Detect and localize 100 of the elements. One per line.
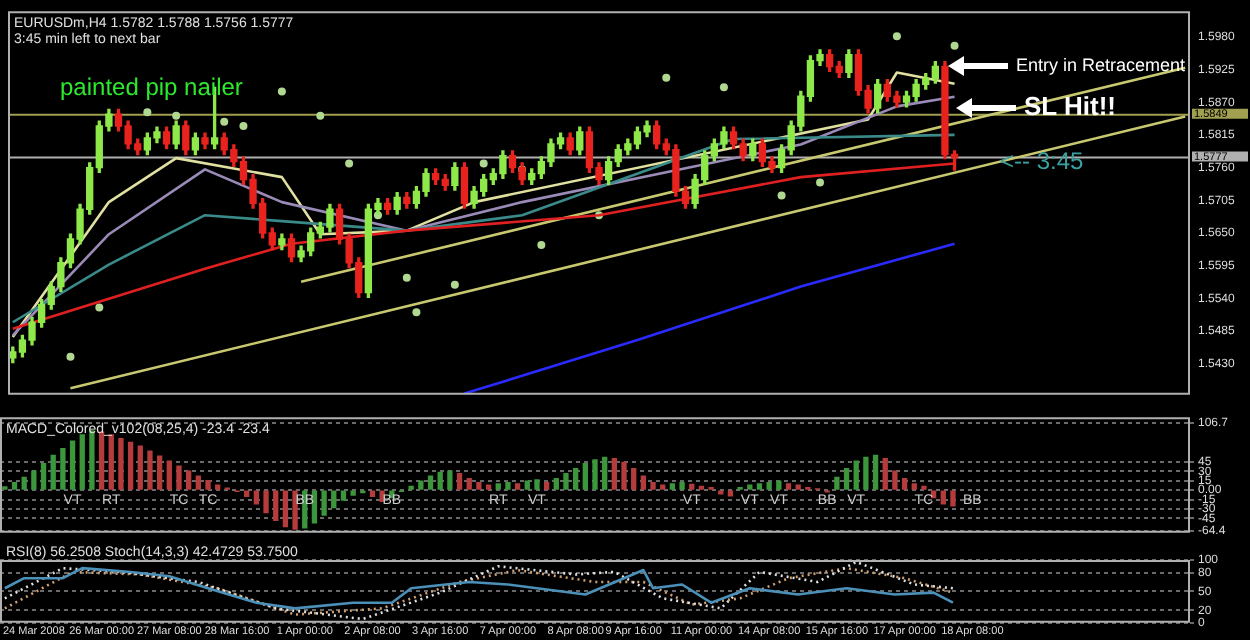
bar bbox=[911, 483, 917, 490]
bar bbox=[485, 484, 492, 490]
point bbox=[950, 41, 959, 50]
bar bbox=[776, 480, 782, 490]
bar bbox=[31, 470, 37, 490]
bar bbox=[950, 490, 956, 507]
bar bbox=[795, 484, 801, 490]
bar bbox=[418, 480, 424, 490]
bar bbox=[563, 473, 569, 490]
bar bbox=[650, 481, 656, 490]
point bbox=[412, 308, 421, 317]
bar bbox=[514, 483, 521, 490]
bar bbox=[582, 463, 588, 490]
bar bbox=[882, 458, 888, 490]
bar bbox=[834, 476, 840, 490]
bar bbox=[901, 478, 908, 490]
bar bbox=[843, 468, 850, 490]
bar bbox=[572, 468, 579, 490]
bar bbox=[892, 470, 898, 490]
point bbox=[402, 273, 411, 282]
bar bbox=[21, 476, 27, 490]
point bbox=[316, 111, 325, 120]
bar bbox=[660, 484, 666, 490]
point bbox=[479, 159, 488, 168]
bar bbox=[756, 483, 763, 490]
bar bbox=[427, 475, 434, 490]
bar bbox=[137, 445, 143, 490]
bar bbox=[679, 481, 685, 490]
bar bbox=[321, 490, 327, 516]
bar bbox=[689, 483, 695, 490]
bar bbox=[11, 481, 18, 490]
bar bbox=[466, 478, 472, 490]
bar bbox=[747, 484, 753, 490]
bar bbox=[369, 490, 376, 498]
bar bbox=[282, 490, 289, 528]
point bbox=[892, 32, 901, 41]
point bbox=[239, 121, 248, 130]
bar bbox=[108, 434, 114, 490]
bar bbox=[253, 490, 260, 505]
bar bbox=[331, 490, 337, 509]
bar bbox=[534, 479, 540, 490]
bar bbox=[273, 490, 279, 521]
bar bbox=[872, 454, 879, 490]
bar bbox=[340, 490, 347, 501]
bar bbox=[118, 437, 124, 490]
bar bbox=[60, 447, 66, 490]
point bbox=[220, 117, 229, 126]
point bbox=[777, 191, 786, 200]
point bbox=[662, 73, 671, 82]
point bbox=[450, 280, 459, 289]
bar bbox=[176, 465, 182, 490]
bar bbox=[50, 454, 56, 490]
bar bbox=[727, 490, 734, 497]
bar bbox=[79, 434, 85, 490]
point bbox=[277, 87, 286, 96]
point bbox=[143, 108, 152, 117]
bar bbox=[766, 481, 772, 490]
bar bbox=[524, 480, 530, 490]
bar bbox=[602, 456, 608, 490]
bar bbox=[447, 470, 453, 490]
bar bbox=[476, 481, 482, 490]
bar bbox=[621, 461, 627, 490]
bar bbox=[543, 481, 550, 490]
point bbox=[66, 352, 75, 361]
bar bbox=[640, 475, 647, 490]
bar bbox=[611, 458, 618, 490]
annotation: Entry in Retracement bbox=[1016, 54, 1187, 75]
bar bbox=[379, 490, 385, 503]
bar bbox=[263, 490, 269, 514]
bar bbox=[437, 471, 443, 490]
bar bbox=[127, 441, 134, 490]
bar bbox=[195, 475, 201, 490]
point bbox=[816, 178, 825, 187]
bar bbox=[350, 490, 356, 496]
bar bbox=[940, 490, 946, 505]
bar bbox=[166, 460, 172, 490]
point bbox=[719, 83, 728, 92]
bar bbox=[863, 456, 869, 490]
point bbox=[345, 159, 354, 168]
bar bbox=[147, 450, 153, 490]
bar bbox=[495, 483, 501, 490]
bar bbox=[292, 490, 298, 530]
bar bbox=[215, 484, 221, 490]
bar bbox=[785, 483, 792, 490]
bar bbox=[669, 483, 676, 490]
bar bbox=[156, 455, 163, 490]
bar bbox=[853, 460, 859, 490]
bar bbox=[40, 463, 47, 490]
bar bbox=[456, 473, 463, 490]
point bbox=[537, 240, 546, 249]
point bbox=[172, 111, 181, 120]
bar bbox=[69, 440, 76, 490]
point bbox=[95, 303, 104, 312]
bar bbox=[553, 478, 559, 490]
bar bbox=[186, 470, 192, 490]
bar bbox=[244, 490, 250, 498]
annotation: painted pip nailer bbox=[60, 72, 243, 101]
bar bbox=[592, 459, 598, 490]
bar bbox=[505, 481, 511, 490]
bar bbox=[205, 479, 211, 490]
